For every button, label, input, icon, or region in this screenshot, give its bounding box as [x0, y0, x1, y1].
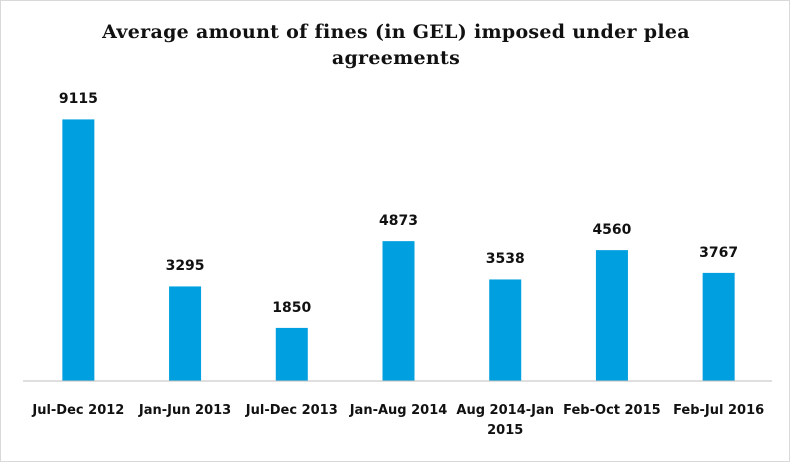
x-tick-label: Aug 2014-Jan 2015 — [456, 403, 554, 438]
value-label: 1850 — [272, 299, 312, 316]
bar — [489, 279, 522, 381]
bar — [595, 250, 628, 381]
x-tick-label: Jul-Dec 2013 — [245, 403, 338, 418]
x-tick-label: Jan-Aug 2014 — [349, 403, 448, 418]
chart-title: Average amount of fines (in GEL) imposed… — [102, 21, 690, 69]
value-label: 4873 — [379, 213, 418, 230]
bar — [702, 272, 735, 381]
value-label: 9115 — [58, 91, 98, 108]
bar — [275, 327, 308, 381]
value-label: 3295 — [165, 258, 205, 275]
x-tick-label: Feb-Oct 2015 — [563, 403, 661, 418]
bar — [169, 286, 202, 381]
value-label: 3538 — [485, 251, 525, 268]
value-label: 3767 — [699, 244, 739, 261]
x-tick-label: Jul-Dec 2012 — [32, 403, 125, 418]
value-label: 4560 — [592, 222, 632, 239]
bar — [62, 119, 95, 381]
x-tick-label: Jan-Jun 2013 — [138, 403, 232, 418]
bar — [382, 241, 415, 381]
x-tick-label: Feb-Jul 2016 — [673, 403, 765, 418]
